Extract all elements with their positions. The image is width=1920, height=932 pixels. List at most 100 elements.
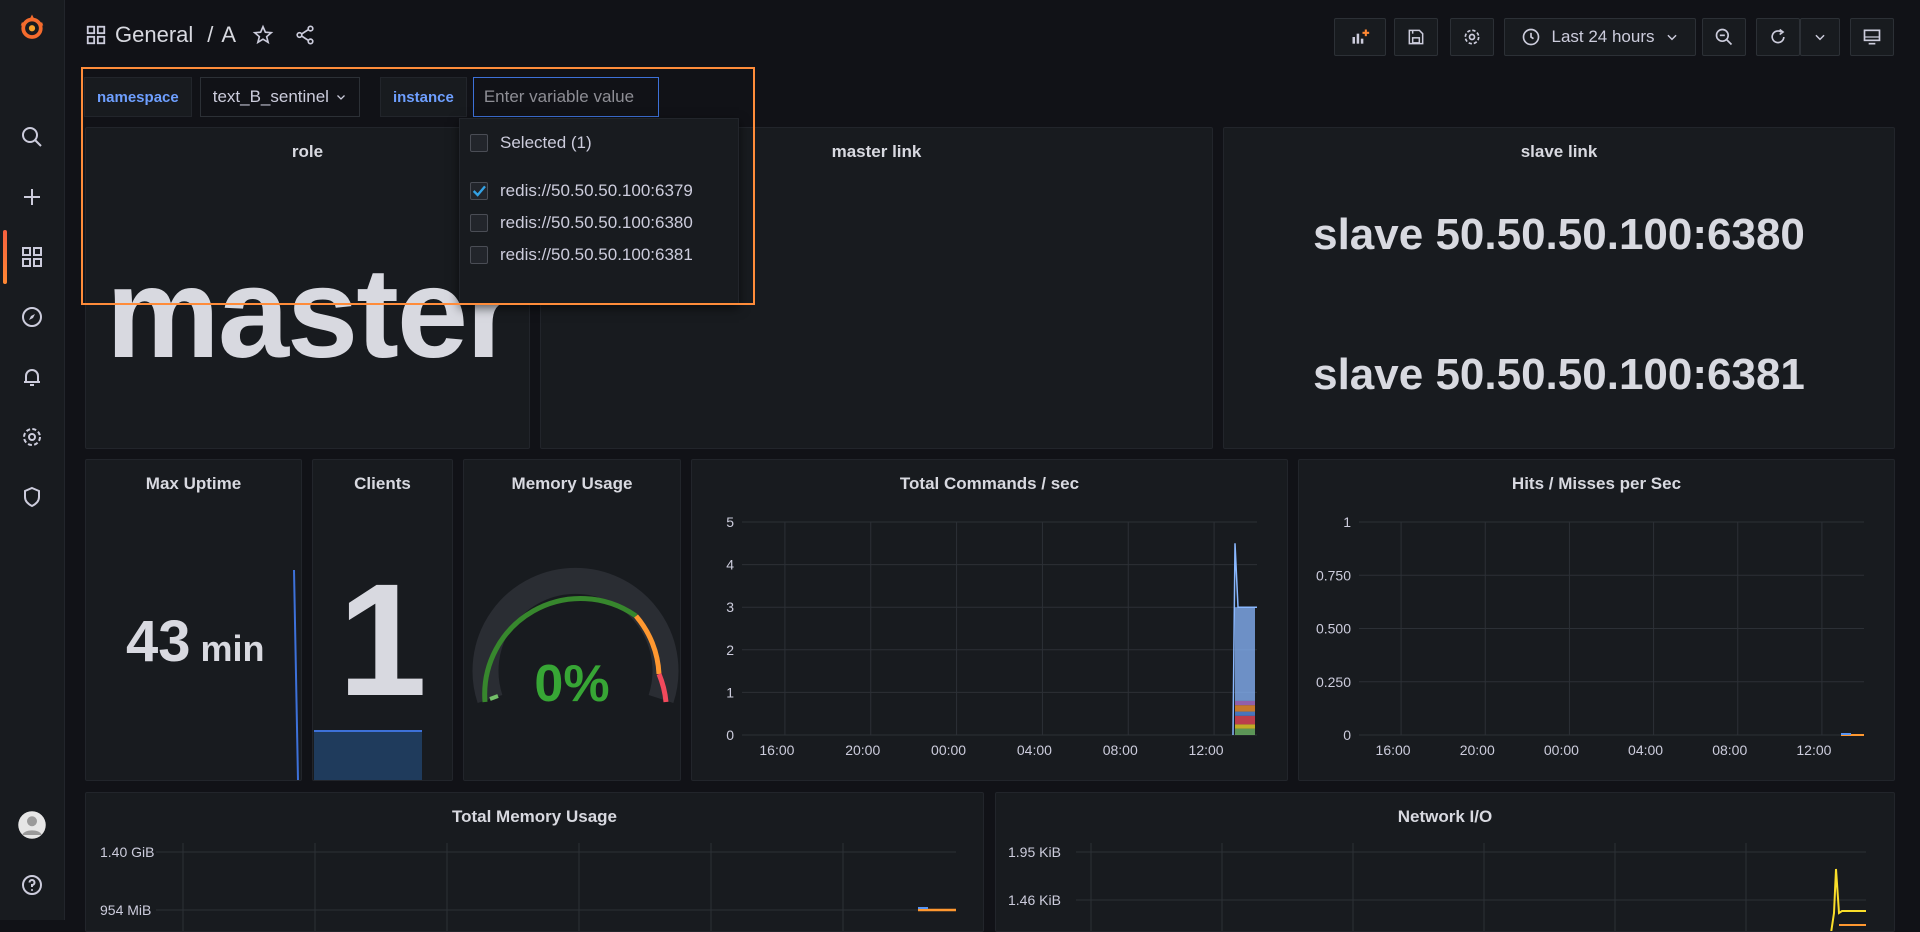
dropdown-option[interactable]: redis://50.50.50.100:6380: [470, 209, 693, 237]
memory-gauge: [472, 567, 679, 704]
panel-network-io[interactable]: Network I/O 1.95 KiB 1.46 KiB: [995, 792, 1895, 932]
y-tick-label: 1: [726, 684, 734, 700]
y-tick-label: 5: [726, 514, 734, 530]
select-all-toggle[interactable]: Selected (1): [470, 129, 592, 157]
x-tick-label: 00:00: [1544, 742, 1579, 758]
gear-icon: [1464, 29, 1480, 45]
help-icon[interactable]: [17, 870, 47, 900]
panel-total-memory[interactable]: Total Memory Usage 1.40 GiB 954 MiB: [85, 792, 984, 932]
dashboard-settings-button[interactable]: [1450, 18, 1494, 56]
refresh-interval-dropdown[interactable]: [1800, 18, 1840, 56]
x-tick-label: 20:00: [1460, 742, 1495, 758]
option-label: redis://50.50.50.100:6381: [500, 245, 693, 264]
instance-dropdown: Selected (1) redis://50.50.50.100:6379 r…: [459, 118, 739, 304]
variables-bar: namespace text_B_sentinel instance: [84, 76, 659, 118]
share-icon[interactable]: [294, 24, 316, 46]
y-tick-label: 0: [726, 727, 734, 743]
sidebar-active-indicator: [3, 230, 7, 284]
checkbox-icon: [470, 134, 488, 152]
save-icon: [1408, 29, 1424, 45]
x-tick-label: 08:00: [1712, 742, 1747, 758]
stacked-area-segment: [1235, 715, 1255, 725]
save-dashboard-button[interactable]: [1394, 18, 1438, 56]
chevron-down-icon: [1815, 34, 1825, 41]
alerting-bell-icon[interactable]: [17, 362, 47, 392]
x-tick-label: 12:00: [1796, 742, 1831, 758]
total-memory-chart: 1.40 GiB 954 MiB: [100, 843, 956, 931]
star-icon[interactable]: [252, 24, 274, 46]
grafana-logo-icon[interactable]: [17, 12, 47, 42]
sidebar: [0, 0, 65, 920]
panel-clients[interactable]: Clients 1: [312, 459, 453, 781]
clock-icon: [1523, 28, 1540, 46]
y-tick-label: 0.500: [1316, 621, 1351, 637]
time-range-picker[interactable]: Last 24 hours: [1504, 18, 1696, 56]
option-label: redis://50.50.50.100:6380: [500, 213, 693, 232]
clients-value: 1: [338, 550, 427, 729]
panel-memory-usage[interactable]: Memory Usage 0%: [463, 459, 681, 781]
panel-title: Total Memory Usage: [451, 807, 617, 826]
chevron-down-icon: [1666, 34, 1677, 41]
panel-max-uptime[interactable]: Max Uptime 43 min: [85, 459, 302, 781]
checkbox-checked-icon: [470, 182, 488, 200]
uptime-sparkline: [293, 569, 299, 780]
checkbox-icon: [470, 214, 488, 232]
time-range-label: Last 24 hours: [1551, 27, 1655, 46]
add-panel-icon: [1352, 29, 1370, 44]
y-tick-label: 954 MiB: [100, 902, 151, 918]
stacked-area-segment: [1235, 700, 1255, 706]
x-tick-label: 08:00: [1103, 742, 1138, 758]
y-tick-label: 1: [1343, 514, 1351, 530]
y-tick-label: 1.95 KiB: [1008, 844, 1061, 860]
panel-role[interactable]: role master: [85, 127, 530, 449]
panel-title: Clients: [354, 474, 411, 493]
memory-usage-value: 0%: [534, 655, 610, 713]
dropdown-option[interactable]: redis://50.50.50.100:6379: [470, 177, 693, 205]
uptime-value: 43: [126, 609, 191, 674]
zoom-out-button[interactable]: [1702, 18, 1746, 56]
breadcrumb: General / A: [85, 22, 316, 48]
instance-input[interactable]: [472, 77, 659, 117]
y-tick-label: 4: [726, 557, 734, 573]
chevron-down-icon: [337, 95, 345, 100]
configuration-gear-icon[interactable]: [17, 422, 47, 452]
breadcrumb-dashboard[interactable]: A: [221, 22, 237, 47]
add-panel-button[interactable]: [1334, 18, 1386, 56]
y-tick-label: 0.250: [1316, 674, 1351, 690]
user-avatar-icon[interactable]: [17, 810, 47, 840]
stacked-area-segment: [1235, 705, 1255, 712]
refresh-button[interactable]: [1756, 18, 1800, 56]
panel-slave-link[interactable]: slave link slave 50.50.50.100:6380 slave…: [1223, 127, 1895, 449]
breadcrumb-separator: /: [207, 22, 214, 47]
network-io-chart: 1.95 KiB 1.46 KiB: [1008, 843, 1866, 931]
selected-count-label: Selected (1): [500, 133, 592, 152]
slave-line: slave 50.50.50.100:6380: [1313, 210, 1805, 259]
panel-title: Memory Usage: [511, 474, 633, 493]
x-tick-label: 00:00: [931, 742, 966, 758]
y-tick-label: 3: [726, 599, 734, 615]
namespace-label: namespace: [84, 77, 192, 117]
server-admin-shield-icon[interactable]: [17, 482, 47, 512]
option-label: redis://50.50.50.100:6379: [500, 181, 693, 200]
stacked-area-segment: [1235, 711, 1255, 716]
tv-mode-button[interactable]: [1850, 18, 1894, 56]
panel-hits-misses[interactable]: Hits / Misses per Sec 0 0.250 0.500 0.750 1 1…: [1298, 459, 1895, 781]
breadcrumb-folder[interactable]: General: [115, 22, 194, 47]
panel-total-commands[interactable]: Total Commands / sec 0 1 2 3 4 5 16:00 20:00 00:…: [691, 459, 1288, 781]
series-line: [1830, 868, 1866, 931]
search-icon[interactable]: [17, 122, 47, 152]
dashboards-icon[interactable]: [17, 242, 47, 272]
dropdown-option[interactable]: redis://50.50.50.100:6381: [470, 241, 693, 269]
y-tick-label: 2: [726, 642, 734, 658]
explore-compass-icon[interactable]: [17, 302, 47, 332]
y-tick-label: 0: [1343, 727, 1351, 743]
role-value: master: [106, 242, 516, 385]
dashboard-grid-icon: [86, 25, 106, 45]
refresh-icon: [1771, 28, 1785, 44]
checkbox-icon: [470, 246, 488, 264]
y-tick-label: 1.46 KiB: [1008, 892, 1061, 908]
plus-icon[interactable]: [17, 182, 47, 212]
stacked-area-segment: [1235, 607, 1255, 701]
instance-label: instance: [379, 77, 467, 117]
namespace-select[interactable]: text_B_sentinel: [199, 77, 360, 117]
